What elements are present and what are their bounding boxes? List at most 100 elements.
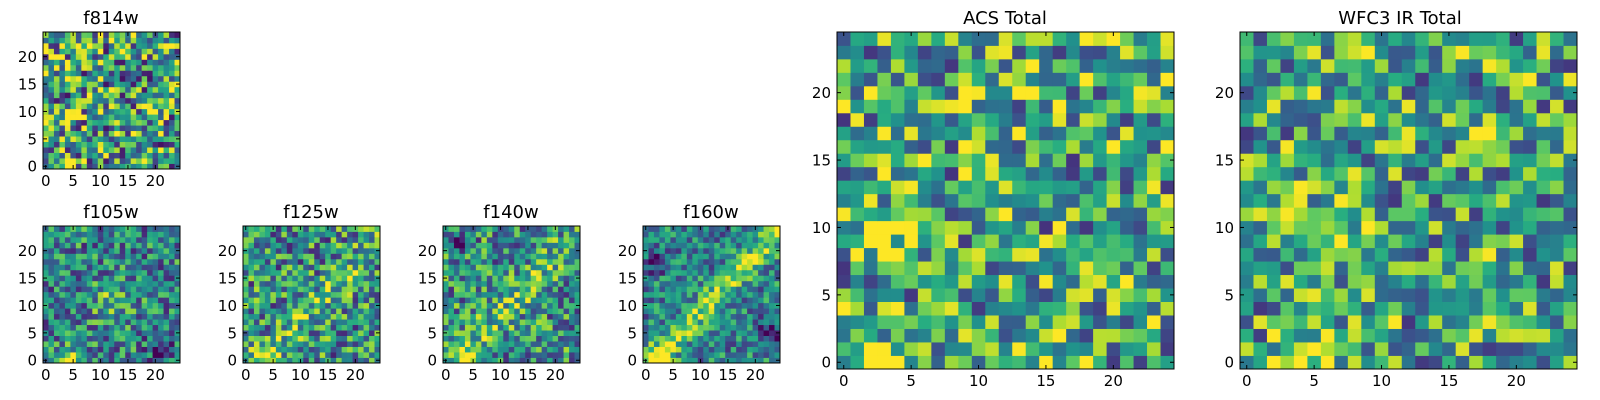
heatmap-cell bbox=[530, 335, 537, 342]
heatmap-cell bbox=[530, 330, 537, 336]
heatmap-cell bbox=[97, 70, 104, 77]
heatmap-cell bbox=[136, 341, 143, 347]
heatmap-cell bbox=[163, 86, 170, 93]
heatmap-cell bbox=[264, 286, 271, 293]
heatmap-cell bbox=[752, 258, 759, 265]
heatmap-cell bbox=[758, 291, 764, 298]
heatmap-cell bbox=[1401, 85, 1416, 100]
heatmap-cell bbox=[325, 264, 332, 271]
heatmap-cell bbox=[648, 236, 655, 243]
heatmap-cell bbox=[53, 75, 60, 82]
heatmap-cell bbox=[1012, 153, 1027, 168]
heatmap-cell bbox=[330, 280, 337, 287]
heatmap-cell bbox=[1240, 126, 1254, 141]
heatmap-cell bbox=[686, 297, 693, 304]
heatmap-cell bbox=[503, 236, 510, 243]
heatmap-cell bbox=[347, 335, 353, 342]
heatmap-cell bbox=[1361, 274, 1376, 289]
heatmap-cell bbox=[125, 141, 132, 148]
heatmap-cell bbox=[158, 280, 164, 287]
heatmap-cell bbox=[643, 231, 649, 238]
heatmap-cell bbox=[958, 166, 973, 181]
heatmap-cell bbox=[681, 313, 688, 320]
y-tick-label: 5 bbox=[627, 324, 637, 342]
heatmap-cell bbox=[270, 297, 277, 304]
heatmap-cell bbox=[43, 258, 49, 265]
heatmap-cell bbox=[363, 264, 370, 271]
heatmap-cell bbox=[136, 37, 143, 44]
heatmap-cell bbox=[530, 286, 537, 293]
heatmap-cell bbox=[998, 274, 1013, 289]
heatmap-cell bbox=[1079, 180, 1094, 195]
heatmap-cell bbox=[253, 286, 260, 293]
heatmap-cell bbox=[863, 274, 878, 289]
heatmap-cell bbox=[1320, 85, 1335, 100]
heatmap-cell bbox=[86, 286, 93, 293]
heatmap-cell bbox=[1052, 247, 1067, 262]
heatmap-cell bbox=[443, 253, 449, 260]
heatmap-cell bbox=[492, 297, 499, 304]
heatmap-cell bbox=[470, 324, 477, 331]
heatmap-cell bbox=[1039, 166, 1054, 181]
heatmap-cell bbox=[1025, 99, 1040, 114]
heatmap-cell bbox=[1307, 99, 1322, 114]
heatmap-cell bbox=[358, 286, 364, 293]
heatmap-cell bbox=[664, 253, 671, 260]
heatmap-cell bbox=[347, 247, 353, 254]
heatmap-cell bbox=[136, 59, 143, 66]
heatmap-cell bbox=[714, 258, 721, 265]
heatmap-cell bbox=[169, 319, 175, 326]
heatmap-cell bbox=[1293, 328, 1308, 343]
heatmap-cell bbox=[125, 335, 132, 342]
heatmap-cell bbox=[341, 275, 348, 282]
heatmap-cell bbox=[152, 247, 159, 254]
heatmap-cell bbox=[325, 330, 332, 336]
heatmap-cell bbox=[1147, 301, 1161, 316]
heatmap-cell bbox=[163, 247, 170, 254]
heatmap-cell bbox=[1523, 45, 1537, 60]
heatmap-cell bbox=[514, 352, 521, 358]
heatmap-cell bbox=[108, 346, 115, 353]
heatmap-cell bbox=[863, 301, 878, 316]
heatmap-cell bbox=[653, 297, 660, 304]
heatmap-cell bbox=[547, 258, 553, 265]
heatmap-cell bbox=[1307, 58, 1322, 73]
heatmap-cell bbox=[48, 341, 55, 347]
heatmap-cell bbox=[119, 125, 126, 132]
heatmap-cell bbox=[681, 297, 688, 304]
heatmap-cell bbox=[741, 313, 748, 320]
heatmap-cell bbox=[81, 86, 88, 93]
heatmap-cell bbox=[1120, 85, 1134, 100]
heatmap-cell bbox=[64, 136, 71, 142]
heatmap-cell bbox=[1280, 32, 1295, 46]
heatmap-cell bbox=[347, 324, 353, 331]
heatmap-cell bbox=[1415, 45, 1430, 60]
heatmap-cell bbox=[752, 280, 759, 287]
heatmap-cell bbox=[703, 253, 710, 260]
heatmap-cell bbox=[130, 141, 137, 148]
heatmap-cell bbox=[443, 236, 449, 243]
heatmap-cell bbox=[1347, 247, 1362, 262]
heatmap-cell bbox=[59, 357, 66, 364]
heatmap-cell bbox=[877, 72, 892, 87]
heatmap-cell bbox=[158, 59, 164, 66]
heatmap-cell bbox=[890, 112, 905, 127]
heatmap-cell bbox=[59, 286, 66, 293]
heatmap-cell bbox=[158, 324, 164, 331]
heatmap-cell bbox=[508, 297, 515, 304]
heatmap-cell bbox=[1455, 139, 1470, 154]
heatmap-cell bbox=[459, 226, 466, 232]
heatmap-cell bbox=[81, 280, 88, 287]
heatmap-cell bbox=[92, 97, 99, 104]
heatmap-cell bbox=[503, 269, 510, 276]
heatmap-cell bbox=[174, 291, 181, 298]
heatmap-cell bbox=[114, 92, 121, 99]
heatmap-cell bbox=[86, 130, 93, 137]
heatmap-cell bbox=[890, 180, 905, 195]
heatmap-cell bbox=[114, 346, 121, 353]
heatmap-cell bbox=[547, 330, 553, 336]
y-tick-label: 10 bbox=[18, 103, 37, 121]
heatmap-cell bbox=[890, 247, 905, 262]
heatmap-cell bbox=[752, 269, 759, 276]
heatmap-cell bbox=[653, 247, 660, 254]
